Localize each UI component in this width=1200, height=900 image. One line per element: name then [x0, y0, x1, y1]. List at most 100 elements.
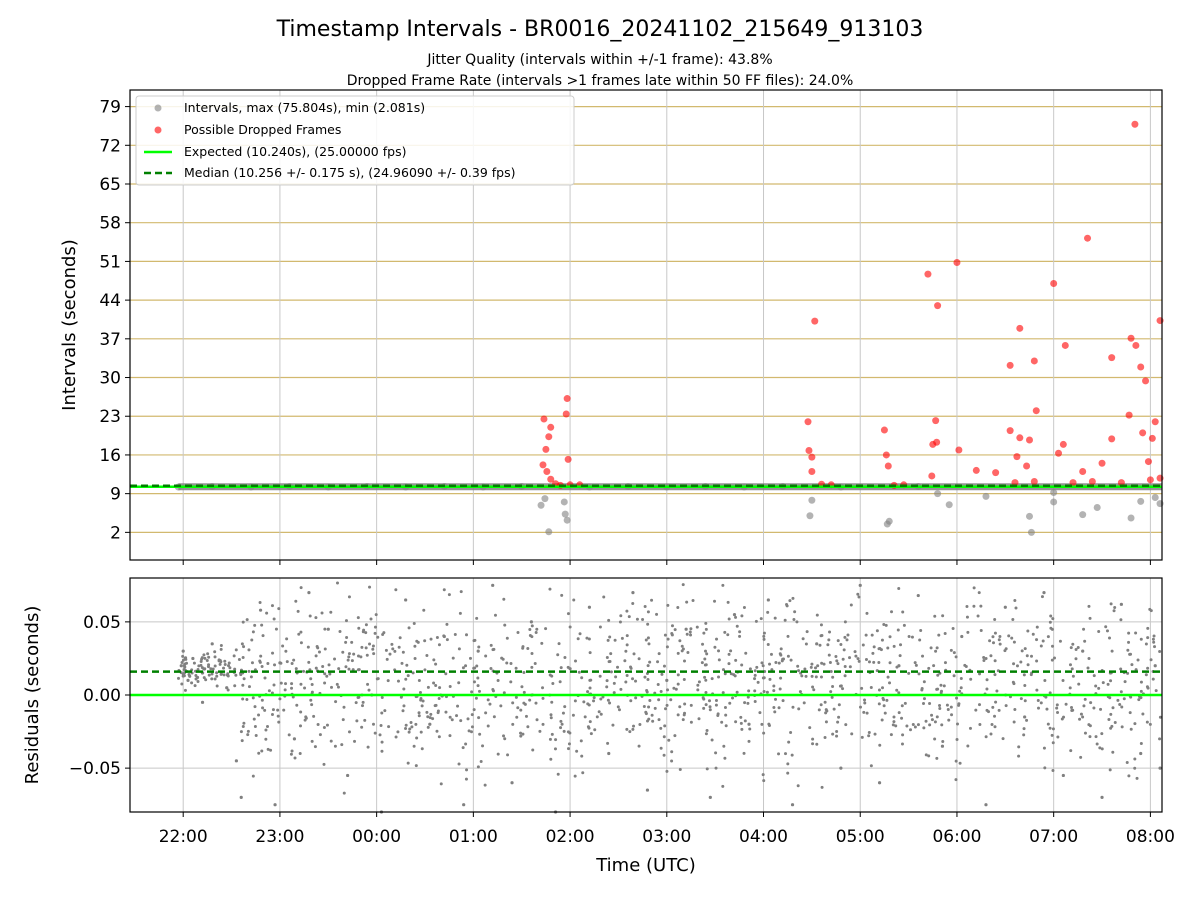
- residual-point: [650, 598, 654, 602]
- residual-point: [376, 635, 380, 639]
- residual-point: [628, 730, 632, 734]
- residual-point: [393, 649, 397, 653]
- dropped-frame-point: [1016, 324, 1024, 332]
- residual-point: [1120, 725, 1124, 729]
- residual-point: [822, 662, 826, 666]
- chart-subtitle-dropped: Dropped Frame Rate (intervals >1 frames …: [347, 73, 854, 89]
- residual-point: [928, 701, 932, 705]
- residual-point: [528, 698, 532, 702]
- residual-point: [927, 754, 931, 758]
- residual-point: [281, 644, 285, 648]
- residual-point: [723, 672, 727, 676]
- residual-point: [703, 657, 707, 661]
- residual-point: [522, 701, 526, 705]
- residual-point: [811, 685, 815, 689]
- residual-point: [740, 663, 744, 667]
- residual-point: [933, 614, 937, 618]
- residual-point: [559, 719, 563, 723]
- residual-point: [607, 751, 611, 756]
- residual-point: [1135, 776, 1139, 780]
- residual-point: [1051, 727, 1055, 731]
- residual-point: [843, 674, 847, 678]
- residual-point: [1050, 658, 1054, 662]
- residual-point: [573, 774, 577, 778]
- intervals-y-ticks: 2 9 16 23 30 37 44 51 58 65 72 79: [99, 98, 130, 543]
- residual-point: [241, 620, 245, 624]
- residual-point: [258, 608, 263, 612]
- residual-point: [514, 666, 518, 670]
- residual-point: [994, 700, 998, 704]
- residual-point: [437, 696, 441, 700]
- residual-point: [1128, 652, 1132, 656]
- residual-point: [704, 621, 708, 625]
- residual-point: [924, 753, 928, 757]
- residual-point: [616, 705, 620, 709]
- residual-point: [985, 708, 989, 712]
- time-x-tick-label: 00:00: [352, 827, 401, 847]
- residual-point: [791, 705, 795, 709]
- residual-point: [550, 732, 554, 736]
- residual-point: [226, 672, 230, 676]
- residual-point: [1094, 684, 1098, 688]
- intervals-series: [174, 482, 1164, 536]
- residual-point: [914, 663, 918, 667]
- residual-point: [935, 646, 939, 650]
- residual-point: [259, 654, 263, 658]
- residual-point: [1055, 706, 1059, 710]
- residual-point: [1094, 735, 1098, 739]
- residual-point: [911, 722, 915, 726]
- interval-point: [1050, 498, 1058, 506]
- residual-point: [269, 748, 273, 752]
- residual-point: [258, 601, 262, 605]
- residual-point: [423, 639, 427, 643]
- residual-point: [328, 672, 332, 676]
- residual-point: [1037, 706, 1041, 710]
- interval-point: [1093, 503, 1101, 511]
- residual-point: [800, 674, 804, 678]
- residual-point: [828, 661, 832, 665]
- reference-lines: [130, 484, 1162, 489]
- residual-point: [292, 737, 297, 741]
- residual-point: [605, 679, 609, 683]
- residual-point: [721, 583, 725, 587]
- residual-point: [705, 652, 709, 656]
- residual-point: [493, 613, 497, 617]
- residual-point: [1139, 696, 1143, 700]
- residual-point: [818, 643, 822, 647]
- dropped-frame-point: [1079, 468, 1087, 476]
- residual-point: [242, 645, 246, 649]
- residual-point: [1051, 644, 1055, 648]
- residual-point: [742, 606, 746, 610]
- dropped-frame-point: [932, 417, 940, 425]
- residual-point: [526, 725, 530, 729]
- residual-point: [720, 720, 724, 724]
- residual-point: [1141, 712, 1145, 716]
- residual-point: [643, 675, 647, 679]
- residual-point: [984, 735, 988, 739]
- residual-point: [933, 737, 937, 741]
- residual-point: [501, 657, 505, 661]
- residual-point: [433, 704, 437, 708]
- residual-point: [344, 665, 348, 669]
- residual-point: [413, 644, 417, 648]
- residuals-y-axis-label: Residuals (seconds): [22, 606, 43, 785]
- residual-point: [753, 689, 757, 693]
- residual-point: [701, 642, 705, 646]
- dropped-frame-point: [563, 395, 571, 403]
- residual-point: [895, 665, 899, 669]
- residual-point: [412, 744, 416, 748]
- residual-point: [299, 724, 303, 728]
- residual-point: [247, 685, 251, 689]
- residual-point: [373, 625, 377, 629]
- residual-point: [176, 676, 180, 680]
- residual-point: [586, 690, 590, 694]
- residual-point: [780, 659, 784, 663]
- residual-point: [877, 647, 881, 651]
- residual-point: [930, 718, 934, 722]
- residual-point: [786, 762, 790, 766]
- residual-point: [952, 674, 956, 678]
- residual-point: [260, 623, 264, 627]
- residual-point: [723, 705, 727, 709]
- residual-point: [299, 710, 303, 714]
- residual-point: [1112, 609, 1116, 613]
